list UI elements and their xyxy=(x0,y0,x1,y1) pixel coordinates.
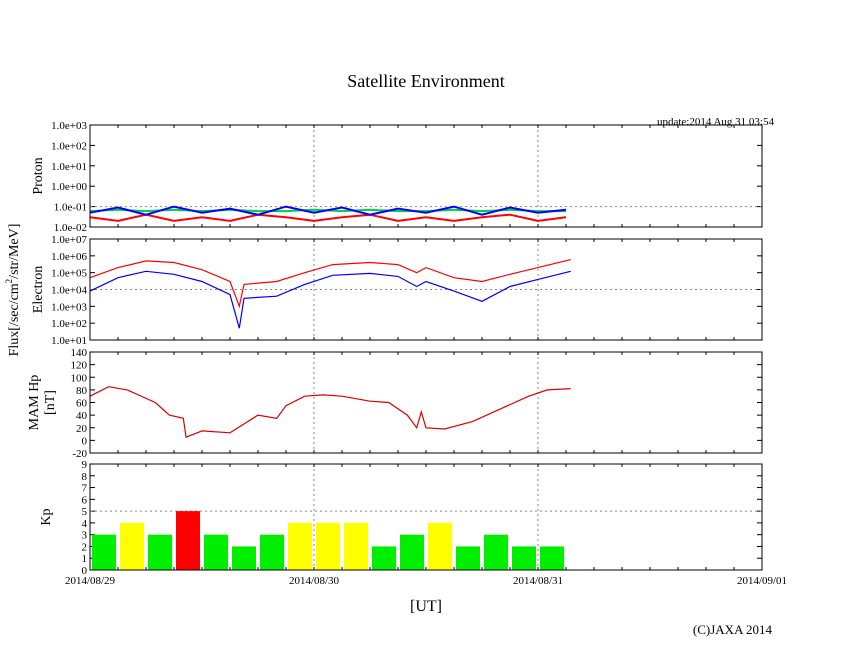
y-axis-label: Kp xyxy=(39,508,54,525)
y-tick-label: 0 xyxy=(82,435,88,447)
series-line xyxy=(89,386,571,439)
y-tick-label: 80 xyxy=(76,385,88,397)
y-tick-label: 1.0e+00 xyxy=(51,181,87,193)
y-tick-label: 1.0e-01 xyxy=(54,202,87,214)
y-tick-label: 1.0e+01 xyxy=(51,161,87,173)
y-tick-label: -20 xyxy=(72,448,87,460)
series-line xyxy=(89,259,571,309)
chart-title: Satellite Environment xyxy=(347,71,504,91)
kp-bar xyxy=(92,534,116,570)
y-tick-label: 2 xyxy=(82,541,88,553)
y-axis-label: Proton xyxy=(31,157,46,194)
y-tick-label: 1.0e+03 xyxy=(51,301,87,313)
y-tick-label: 1 xyxy=(82,553,88,565)
y-tick-label: 1.0e+04 xyxy=(51,285,87,297)
x-tick-label: 2014/09/01 xyxy=(737,575,787,587)
kp-bar xyxy=(344,522,368,570)
y-tick-label: 4 xyxy=(82,518,88,530)
panel-frame xyxy=(89,238,763,341)
y-tick-label: 1.0e+02 xyxy=(51,140,87,152)
update-timestamp: update:2014 Aug 31 03:54 xyxy=(657,116,775,128)
y-tick-label: 100 xyxy=(71,372,88,384)
panel-frame xyxy=(89,463,763,571)
y-tick-label: 1.0e+01 xyxy=(51,335,87,347)
y-tick-label: 1.0e+05 xyxy=(51,268,87,280)
panel-frame xyxy=(89,351,763,454)
x-tick-label: 2014/08/31 xyxy=(513,575,563,587)
y-tick-label: 6 xyxy=(82,494,88,506)
y-tick-label: 1.0e+02 xyxy=(51,318,87,330)
x-tick-label: 2014/08/30 xyxy=(289,575,340,587)
y-tick-label: 1.0e+07 xyxy=(51,234,87,246)
y-tick-label: 8 xyxy=(82,471,88,483)
kp-bar xyxy=(176,511,200,570)
x-axis-label: [UT] xyxy=(410,598,442,615)
kp-bar xyxy=(484,534,508,570)
y-tick-label: 7 xyxy=(82,483,88,495)
y-tick-label: 40 xyxy=(76,410,88,422)
panel-proton: 1.0e-02 1.0e-01 1.0e+00 1.0e+01 1.0e+02 1.0e+… xyxy=(31,120,763,234)
panel-frame xyxy=(89,124,763,228)
x-tick-label: 2014/08/29 xyxy=(65,575,116,587)
kp-bar xyxy=(148,534,172,570)
kp-bar xyxy=(204,534,228,570)
copyright: (C)JAXA 2014 xyxy=(693,622,773,637)
y-tick-label: 1.0e+03 xyxy=(51,120,87,132)
kp-bar xyxy=(372,546,396,570)
y-tick-label: 3 xyxy=(82,530,88,542)
y-tick-label: 120 xyxy=(71,360,88,372)
kp-bar xyxy=(428,522,452,570)
kp-bar xyxy=(316,522,340,570)
kp-bar xyxy=(512,546,536,570)
kp-bar xyxy=(288,522,312,570)
series-line xyxy=(89,205,567,216)
y-tick-label: 60 xyxy=(76,398,88,410)
y-axis-label: Electron xyxy=(31,266,46,313)
kp-bar xyxy=(456,546,480,570)
y-tick-label: 1.0e+06 xyxy=(51,251,87,263)
y-axis-label: MAM Hp[nT] xyxy=(27,375,58,431)
y-tick-label: 9 xyxy=(82,459,88,471)
kp-bar xyxy=(400,534,424,570)
kp-bar xyxy=(120,522,144,570)
kp-bar xyxy=(260,534,284,570)
y-tick-label: 20 xyxy=(76,423,88,435)
y-tick-label: 1.0e-02 xyxy=(54,222,87,234)
series-line xyxy=(89,270,571,329)
kp-bar xyxy=(232,546,256,570)
panel-electron: 1.0e+01 1.0e+02 1.0e+03 1.0e+04 1.0e+05 1.0e+… xyxy=(31,234,763,347)
y-tick-label: 5 xyxy=(82,506,88,518)
flux-axis-label: Flux[/sec/cm2/str/MeV] xyxy=(4,224,22,357)
series-line xyxy=(89,213,567,222)
kp-bar xyxy=(540,546,564,570)
y-tick-label: 0 xyxy=(82,565,88,577)
y-tick-label: 140 xyxy=(71,347,88,359)
